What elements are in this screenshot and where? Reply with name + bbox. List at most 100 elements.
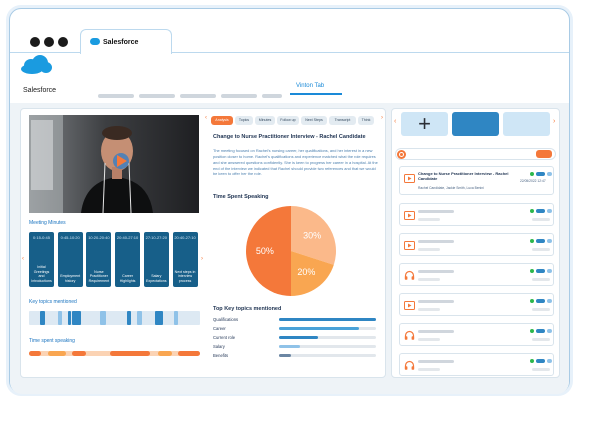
recording-date: 22/05/2022 12:47 <box>520 179 546 183</box>
minute-tile[interactable]: 20:40-27:10 Career Highlights <box>115 232 141 287</box>
play-button-icon <box>113 153 129 169</box>
status-dot <box>530 359 534 363</box>
minute-tile[interactable]: 0:15-0:45 Initial Greetings and Introduct… <box>29 232 54 287</box>
meeting-title: Change to Nurse Practitioner Interview -… <box>213 134 366 140</box>
topic-bar-track <box>279 318 376 321</box>
more-pill[interactable] <box>547 329 552 333</box>
recording-card[interactable] <box>399 233 554 256</box>
more-pill[interactable] <box>547 359 552 363</box>
topic-label: Benefits <box>213 353 229 358</box>
topic-label: Career <box>213 326 226 331</box>
title-placeholder <box>418 360 454 363</box>
topic-marker[interactable] <box>174 311 178 325</box>
topic-bar-track <box>279 345 376 348</box>
topic-marker[interactable] <box>127 311 131 325</box>
nav-item[interactable] <box>221 94 257 98</box>
topic-marker[interactable] <box>137 311 142 325</box>
topic-marker[interactable] <box>58 311 62 325</box>
headphones-icon <box>404 270 415 280</box>
tab-think[interactable]: Think <box>358 116 374 125</box>
window-dot[interactable] <box>44 37 54 47</box>
filter-button[interactable] <box>536 150 552 158</box>
pie-slice <box>291 251 334 296</box>
minute-tile[interactable]: 0:45-10:20 Employment history <box>57 232 83 287</box>
nav-item[interactable] <box>139 94 175 98</box>
topic-label: Salary <box>213 344 225 349</box>
tab-follow-up[interactable]: Follow up <box>277 116 299 125</box>
topic-marker[interactable] <box>155 311 163 325</box>
chevron-right-icon[interactable]: › <box>201 256 203 262</box>
more-pill[interactable] <box>547 299 552 303</box>
subtitle-placeholder <box>418 338 440 341</box>
duration-pill <box>536 172 545 176</box>
tab-minutes[interactable]: Minutes <box>255 116 275 125</box>
minute-tile[interactable]: 20:40-27:10 Next steps in interview proce… <box>172 232 198 287</box>
tab-next-steps[interactable]: Next Steps <box>301 116 327 125</box>
browser-tab[interactable]: Salesforce <box>80 29 172 54</box>
pie-slice <box>246 206 291 296</box>
app-header: Salesforce Vinton Tab <box>10 53 569 103</box>
topic-marker[interactable] <box>68 311 71 325</box>
add-tile-button[interactable]: + <box>401 112 448 136</box>
window-dot[interactable] <box>30 37 40 47</box>
recording-card[interactable] <box>399 323 554 346</box>
title-placeholder <box>418 300 454 303</box>
tab-analysis[interactable]: Analysis <box>211 116 233 125</box>
subtitle-placeholder <box>418 248 440 251</box>
recording-card[interactable] <box>399 203 554 226</box>
recording-card[interactable] <box>399 353 554 376</box>
topic-bar-track <box>279 327 376 330</box>
video-player[interactable] <box>29 115 199 213</box>
topic-marker[interactable] <box>40 311 45 325</box>
meeting-minutes-title: Meeting Minutes <box>29 220 66 226</box>
tabs-right-icon[interactable]: › <box>381 115 383 121</box>
minute-time: 10:20-20:40 <box>88 235 110 240</box>
duration-pill <box>536 269 545 273</box>
tabs-left-icon[interactable]: ‹ <box>205 115 207 121</box>
more-pill[interactable] <box>547 209 552 213</box>
nav-item-active[interactable]: Vinton Tab <box>296 83 325 89</box>
minute-time: 0:45-10:20 <box>60 235 80 240</box>
search-bar[interactable] <box>395 148 556 160</box>
pie-label: 50% <box>256 246 274 256</box>
nav-item[interactable] <box>262 94 282 98</box>
tab-topics[interactable]: Topics <box>235 116 253 125</box>
window-dot[interactable] <box>58 37 68 47</box>
time-spent-title: Time spent speaking <box>29 338 75 344</box>
subtitle-placeholder <box>418 218 440 221</box>
time-spent-pie-chart: 50% 30% 20% <box>246 206 336 296</box>
key-topics-title: Key topics mentioned <box>29 299 77 305</box>
status-dot <box>530 269 534 273</box>
more-pill[interactable] <box>547 239 552 243</box>
subtitle-placeholder <box>418 368 440 371</box>
media-tile[interactable] <box>503 112 550 136</box>
recording-card[interactable] <box>399 293 554 316</box>
chevron-right-icon[interactable]: › <box>553 118 556 125</box>
media-tile[interactable] <box>452 112 499 136</box>
status-dot <box>530 172 534 176</box>
minute-tile[interactable]: 27:10-27:20 Salary Expectations <box>143 232 169 287</box>
minute-label: Nurse Practitioner Requirement <box>88 269 110 283</box>
more-pill[interactable] <box>547 269 552 273</box>
chevron-left-icon[interactable]: ‹ <box>22 256 24 262</box>
more-pill[interactable] <box>547 172 552 176</box>
browser-tab-title: Salesforce <box>103 39 139 46</box>
nav-item[interactable] <box>98 94 134 98</box>
nav-item[interactable] <box>180 94 216 98</box>
video-icon <box>404 174 415 183</box>
duration-pill <box>536 329 545 333</box>
brand-name: Salesforce <box>23 87 57 94</box>
recording-card-featured[interactable]: Change to Nurse Practitioner Interview -… <box>399 166 554 195</box>
recording-card[interactable] <box>399 263 554 286</box>
recording-people: Rachel Candidate, Jackie Smith, Luca Ben… <box>418 186 484 190</box>
date-placeholder <box>532 368 550 371</box>
minute-label: Career Highlights <box>119 274 136 283</box>
title-placeholder <box>418 210 454 213</box>
topic-marker[interactable] <box>72 311 81 325</box>
minute-tile[interactable]: 10:20-20:40 Nurse Practitioner Requiremen… <box>86 232 112 287</box>
tab-transcript[interactable]: Transcript <box>329 116 356 125</box>
chevron-left-icon[interactable]: ‹ <box>394 118 397 125</box>
minute-label: Salary Expectations <box>146 274 167 283</box>
topic-marker[interactable] <box>100 311 106 325</box>
topic-label: Qualifications <box>213 317 239 322</box>
